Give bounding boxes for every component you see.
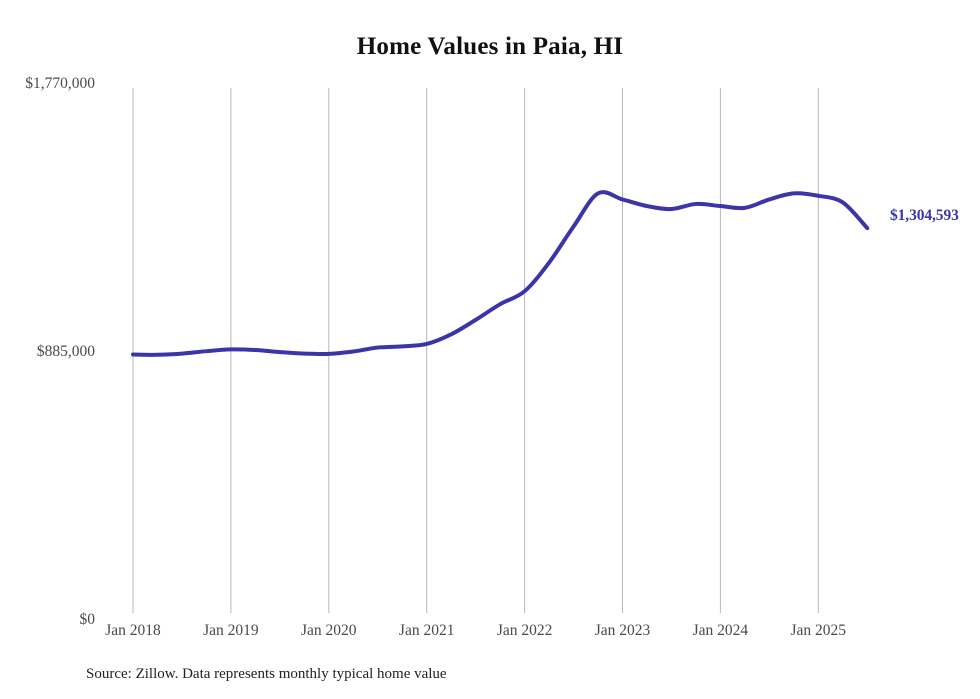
x-axis-tick-label: Jan 2023 [594, 622, 651, 639]
x-axis-tick-label: Jan 2025 [790, 622, 847, 639]
x-axis-tick-label: Jan 2018 [105, 622, 161, 639]
x-axis-tick-label: Jan 2022 [496, 622, 553, 639]
y-axis-tick-bottom: $0 [79, 611, 96, 628]
x-axis-tick-label: Jan 2019 [203, 622, 259, 639]
source-note: Source: Zillow. Data represents monthly … [86, 666, 447, 682]
x-axis-tick-label: Jan 2024 [692, 622, 749, 639]
x-axis-tick-label: Jan 2020 [301, 622, 357, 639]
value-trend-line [131, 190, 870, 357]
end-value-annotation: $1,304,593 [890, 207, 959, 224]
x-axis-tick-label: Jan 2021 [398, 622, 455, 639]
chart-title: Home Values in Paia, HI [356, 33, 624, 60]
data-line-group [131, 190, 870, 357]
y-axis-tick-top: $1,770,000 [25, 75, 95, 92]
y-axis-tick-middle: $885,000 [36, 343, 95, 360]
